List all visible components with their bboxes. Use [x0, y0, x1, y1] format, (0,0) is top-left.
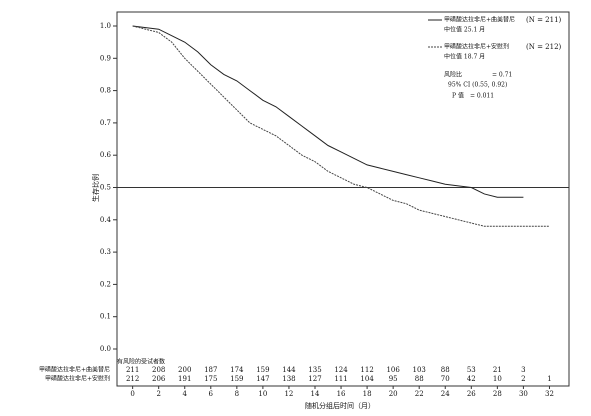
risk-count: 159 [256, 366, 269, 374]
risk-count: 135 [308, 366, 321, 374]
x-tick-label: 0 [130, 390, 134, 398]
survival-curve [132, 25, 524, 198]
risk-count: 3 [521, 366, 525, 374]
risk-count: 111 [334, 375, 347, 383]
p-value: = 0.011 [470, 93, 494, 100]
x-tick-label: 10 [258, 390, 267, 398]
x-tick-label: 4 [183, 390, 188, 398]
ci: 95% CI (0.55, 0.92) [448, 82, 507, 89]
x-tick-label: 14 [311, 390, 320, 398]
risk-count: 53 [467, 366, 476, 374]
x-axis-label: 随机分组后时间（月） [305, 401, 375, 410]
risk-count: 208 [152, 366, 165, 374]
risk-table-title: 有风险的受试者数 [117, 358, 165, 366]
risk-count: 187 [204, 366, 217, 374]
risk-count: 138 [282, 375, 295, 383]
y-tick-label: 0.7 [100, 119, 111, 127]
risk-count: 42 [467, 375, 476, 383]
legend-n: (N = 212) [526, 43, 562, 51]
risk-count: 211 [126, 366, 139, 374]
y-tick-label: 0.1 [100, 313, 111, 321]
legend-median: 中位值 18.7 月 [444, 53, 485, 61]
x-tick-label: 2 [156, 390, 160, 398]
y-tick-label: 0.0 [100, 345, 111, 353]
legend-n: (N = 211) [526, 16, 562, 24]
risk-count: 112 [360, 366, 373, 374]
legend-name: 甲磺酸达拉非尼+曲美替尼 [444, 16, 515, 24]
risk-count: 174 [230, 366, 244, 374]
x-tick-label: 16 [337, 390, 346, 398]
risk-count: 124 [334, 366, 348, 374]
x-tick-label: 22 [415, 390, 424, 398]
x-tick-label: 12 [284, 390, 293, 398]
y-tick-label: 0.2 [100, 280, 111, 288]
plot-frame [116, 11, 570, 387]
p-label: P 值 [452, 92, 464, 100]
risk-count: 127 [308, 375, 321, 383]
legend-median: 中位值 25.1 月 [444, 26, 485, 34]
risk-count: 88 [441, 366, 450, 374]
y-tick-label: 0.5 [100, 184, 111, 192]
hr-label: 风险比 [444, 71, 462, 79]
y-tick-label: 1.0 [100, 22, 111, 30]
y-tick-label: 0.8 [100, 87, 111, 95]
risk-row-name: 甲磺酸达拉非尼+曲美替尼 [39, 366, 110, 374]
hr-value: = 0.71 [492, 72, 512, 79]
y-axis-label: 生存比例 [91, 174, 100, 202]
risk-count: 2 [521, 375, 525, 383]
risk-count: 10 [493, 375, 502, 383]
risk-count: 212 [126, 375, 139, 383]
risk-count: 147 [256, 375, 269, 383]
y-tick-label: 0.3 [100, 248, 111, 256]
x-tick-label: 18 [363, 390, 372, 398]
risk-count: 104 [360, 375, 374, 383]
x-tick-label: 26 [467, 390, 476, 398]
risk-count: 21 [493, 366, 502, 374]
risk-count: 88 [415, 375, 424, 383]
risk-count: 103 [413, 366, 426, 374]
risk-count: 70 [441, 375, 450, 383]
y-tick-label: 0.9 [100, 54, 111, 62]
risk-count: 206 [152, 375, 166, 383]
x-tick-label: 20 [389, 390, 398, 398]
survival-curve [132, 25, 550, 227]
x-tick-label: 32 [545, 390, 554, 398]
y-tick-label: 0.6 [100, 151, 112, 159]
x-tick-label: 30 [519, 390, 528, 398]
risk-count: 159 [230, 375, 243, 383]
y-tick-label: 0.4 [100, 216, 112, 224]
risk-count: 1 [547, 375, 551, 383]
risk-count: 95 [389, 375, 398, 383]
x-tick-label: 6 [209, 390, 214, 398]
x-tick-label: 28 [493, 390, 502, 398]
risk-row-name: 甲磺酸达拉非尼+安慰剂 [45, 375, 110, 383]
risk-count: 191 [178, 375, 191, 383]
x-tick-label: 8 [235, 390, 239, 398]
legend-name: 甲磺酸达拉非尼+安慰剂 [444, 43, 509, 51]
risk-count: 200 [178, 366, 191, 374]
risk-count: 175 [204, 375, 217, 383]
x-tick-label: 24 [441, 390, 450, 398]
risk-count: 144 [282, 366, 296, 374]
risk-count: 106 [386, 366, 400, 374]
